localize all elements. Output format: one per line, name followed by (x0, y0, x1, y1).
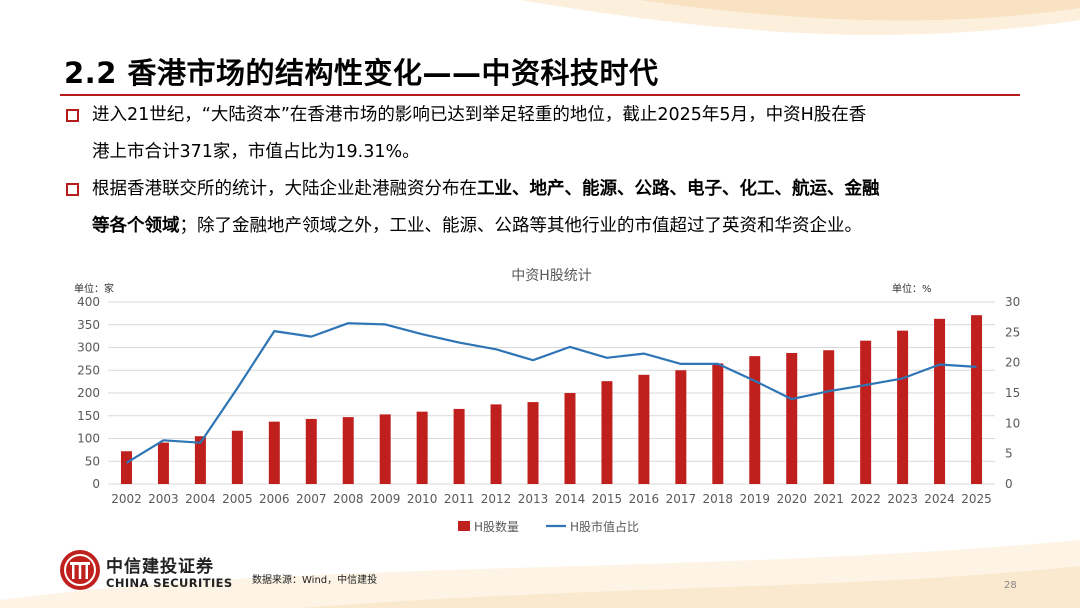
legend-label-line: H股市值占比 (570, 519, 639, 534)
legend-swatch-bar (458, 521, 470, 531)
x-tick-label: 2009 (370, 492, 401, 506)
bullet-2-sector-tail: 等各个领域 (92, 216, 180, 236)
bar-h-share-count (897, 330, 909, 484)
page-number: 28 (1004, 580, 1017, 591)
y-right-tick-label: 30 (1005, 295, 1020, 309)
logo-english-name: CHINA SECURITIES (106, 576, 233, 590)
bar-h-share-count (934, 318, 946, 484)
bar-h-share-count (231, 430, 243, 484)
data-source-note: 数据来源：Wind，中信建投 (252, 575, 378, 586)
title-divider (60, 94, 1020, 96)
bullet-1-line-1: 进入21世纪，“大陆资本”在香港市场的影响已达到举足轻重的地位，截止2025年5… (92, 105, 867, 125)
chart-title: 中资H股统计 (511, 268, 592, 284)
bar-h-share-count (823, 350, 835, 484)
x-tick-label: 2012 (481, 492, 512, 506)
bar-h-share-count (860, 340, 872, 484)
bar-h-share-count (416, 411, 428, 484)
bar-h-share-count (490, 404, 502, 484)
x-tick-label: 2021 (813, 492, 844, 506)
x-tick-label: 2010 (407, 492, 438, 506)
bar-h-share-count (120, 451, 132, 484)
citic-logo-icon (60, 550, 100, 590)
legend-label-bar: H股数量 (474, 519, 519, 534)
x-tick-label: 2024 (924, 492, 955, 506)
bullet-2-line-1: 根据香港联交所的统计，大陆企业赴港融资分布在工业、地产、能源、公路、电子、化工、… (92, 171, 1016, 208)
bullet-2-line-2-text: ；除了金融地产领域之外，工业、能源、公路等其他行业的市值超过了英资和华资企业。 (179, 216, 863, 236)
bar-h-share-count (601, 381, 613, 484)
bar-h-share-count (564, 393, 576, 484)
x-tick-label: 2023 (887, 492, 918, 506)
bar-h-share-count (786, 352, 798, 484)
x-tick-label: 2020 (776, 492, 807, 506)
right-axis-unit: 单位：% (892, 282, 932, 295)
x-tick-label: 2025 (961, 492, 992, 506)
bullet-1: 进入21世纪，“大陆资本”在香港市场的影响已达到举足轻重的地位，截止2025年5… (66, 97, 1016, 171)
bar-h-share-count (194, 436, 206, 484)
left-axis-unit: 单位：家 (74, 282, 114, 295)
y-left-tick-label: 0 (92, 477, 100, 491)
y-right-tick-label: 25 (1005, 325, 1020, 339)
bar-h-share-count (675, 370, 687, 484)
line-h-share-market-cap-ratio (125, 322, 977, 464)
y-right-tick-label: 0 (1005, 477, 1013, 491)
y-left-tick-label: 150 (77, 409, 100, 423)
bullet-square-icon (66, 183, 79, 196)
x-tick-label: 2016 (629, 492, 660, 506)
slide-title: 2.2 香港市场的结构性变化——中资科技时代 (64, 56, 659, 90)
bar-h-share-count (527, 402, 539, 484)
y-right-tick-label: 20 (1005, 356, 1020, 370)
bar-h-share-count (749, 356, 761, 484)
bar-h-share-count (638, 374, 650, 484)
x-tick-label: 2015 (592, 492, 623, 506)
logo-chinese-name: 中信建投证券 (106, 557, 214, 577)
x-tick-label: 2019 (739, 492, 770, 506)
x-tick-label: 2002 (111, 492, 142, 506)
x-tick-label: 2014 (555, 492, 586, 506)
bullet-1-line-2: 港上市合计371家，市值占比为19.31%。 (92, 142, 420, 162)
bullet-2-line-1-text: 根据香港联交所的统计，大陆企业赴港融资分布在 (92, 179, 477, 199)
y-left-tick-label: 50 (85, 454, 100, 468)
x-tick-label: 2007 (296, 492, 327, 506)
y-right-tick-label: 5 (1005, 447, 1013, 461)
x-tick-label: 2006 (259, 492, 290, 506)
y-right-tick-label: 15 (1005, 386, 1020, 400)
bar-h-share-count (305, 418, 317, 484)
y-left-tick-label: 250 (77, 363, 100, 377)
bullet-2-sector-list: 工业、地产、能源、公路、电子、化工、航运、金融 (477, 179, 880, 199)
y-left-tick-label: 300 (77, 341, 100, 355)
bar-h-share-count (453, 408, 465, 484)
y-left-tick-label: 350 (77, 318, 100, 332)
x-tick-label: 2017 (666, 492, 697, 506)
x-tick-label: 2003 (148, 492, 179, 506)
bar-h-share-count (971, 315, 983, 484)
x-tick-label: 2018 (703, 492, 734, 506)
x-tick-label: 2008 (333, 492, 364, 506)
y-left-tick-label: 400 (77, 295, 100, 309)
bar-h-share-count (342, 417, 354, 484)
y-left-tick-label: 100 (77, 432, 100, 446)
x-tick-label: 2005 (222, 492, 253, 506)
bullet-square-icon (66, 109, 79, 122)
x-tick-label: 2011 (444, 492, 475, 506)
x-tick-label: 2004 (185, 492, 216, 506)
bar-h-share-count (712, 363, 724, 484)
bullet-2-line-2: 等各个领域；除了金融地产领域之外，工业、能源、公路等其他行业的市值超过了英资和华… (92, 208, 1016, 245)
bar-h-share-count (379, 414, 391, 484)
x-tick-label: 2013 (518, 492, 549, 506)
bar-h-share-count (268, 421, 280, 484)
y-left-tick-label: 200 (77, 386, 100, 400)
y-right-tick-label: 10 (1005, 416, 1020, 430)
bullet-2: 根据香港联交所的统计，大陆企业赴港融资分布在工业、地产、能源、公路、电子、化工、… (66, 171, 1016, 245)
bar-h-share-count (157, 442, 169, 484)
x-tick-label: 2022 (850, 492, 881, 506)
